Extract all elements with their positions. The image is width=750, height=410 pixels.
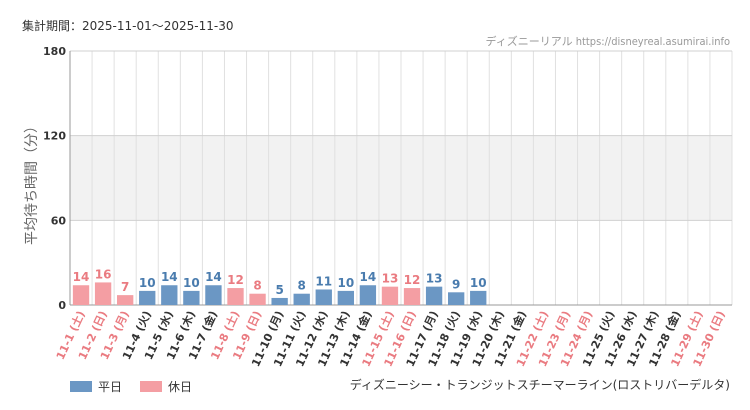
legend: 平日 休日 xyxy=(70,378,192,395)
bar xyxy=(227,288,244,305)
bar xyxy=(249,293,266,305)
data-label: 14 xyxy=(205,270,222,284)
data-label: 7 xyxy=(121,280,129,294)
data-label: 12 xyxy=(404,273,421,287)
site-credit: ディズニーリアル https://disneyreal.asumirai.inf… xyxy=(485,35,730,48)
bar xyxy=(293,293,310,305)
data-label: 8 xyxy=(298,279,306,293)
bar xyxy=(94,282,112,305)
bar xyxy=(139,290,156,305)
bar xyxy=(403,288,421,305)
y-tick-label: 180 xyxy=(43,45,66,58)
data-label: 5 xyxy=(275,283,283,297)
y-tick-label: 60 xyxy=(51,214,67,227)
bar xyxy=(381,286,399,305)
y-tick-label: 120 xyxy=(43,130,66,143)
legend-label-weekday: 平日 xyxy=(98,380,123,394)
data-label: 13 xyxy=(382,272,399,286)
bar xyxy=(161,285,178,305)
attraction-name: ディズニーシー・トランジットスチーマーライン(ロストリバーデルタ) xyxy=(349,378,730,392)
legend-swatch-weekday xyxy=(70,381,92,392)
bar xyxy=(425,286,443,305)
data-label: 11 xyxy=(315,274,332,288)
bar xyxy=(271,297,288,305)
legend-item-holiday: 休日 xyxy=(140,378,192,395)
period-label: 集計期間：2025-11-01～2025-11-30 xyxy=(22,19,234,33)
bar xyxy=(205,285,222,305)
data-label: 16 xyxy=(95,267,112,281)
data-label: 13 xyxy=(426,272,443,286)
bar xyxy=(72,285,90,305)
bar xyxy=(470,290,487,305)
data-label: 14 xyxy=(360,270,377,284)
y-tick-label: 0 xyxy=(58,299,66,312)
bar xyxy=(315,289,332,305)
data-label: 12 xyxy=(227,273,244,287)
data-label: 14 xyxy=(161,270,178,284)
legend-swatch-holiday xyxy=(140,381,163,392)
data-label: 14 xyxy=(73,270,90,284)
legend-item-weekday: 平日 xyxy=(70,378,122,395)
data-label: 9 xyxy=(452,277,460,291)
bar xyxy=(183,290,200,305)
legend-label-holiday: 休日 xyxy=(168,380,193,394)
bar xyxy=(359,285,377,305)
bar xyxy=(117,295,134,305)
data-label: 10 xyxy=(183,276,200,290)
data-label: 10 xyxy=(337,276,354,290)
data-label: 10 xyxy=(470,276,487,290)
data-label: 8 xyxy=(253,279,261,293)
bar xyxy=(448,292,465,305)
data-label: 10 xyxy=(139,276,156,290)
y-axis-title: 平均待ち時間（分） xyxy=(24,119,40,245)
bar xyxy=(337,290,354,305)
